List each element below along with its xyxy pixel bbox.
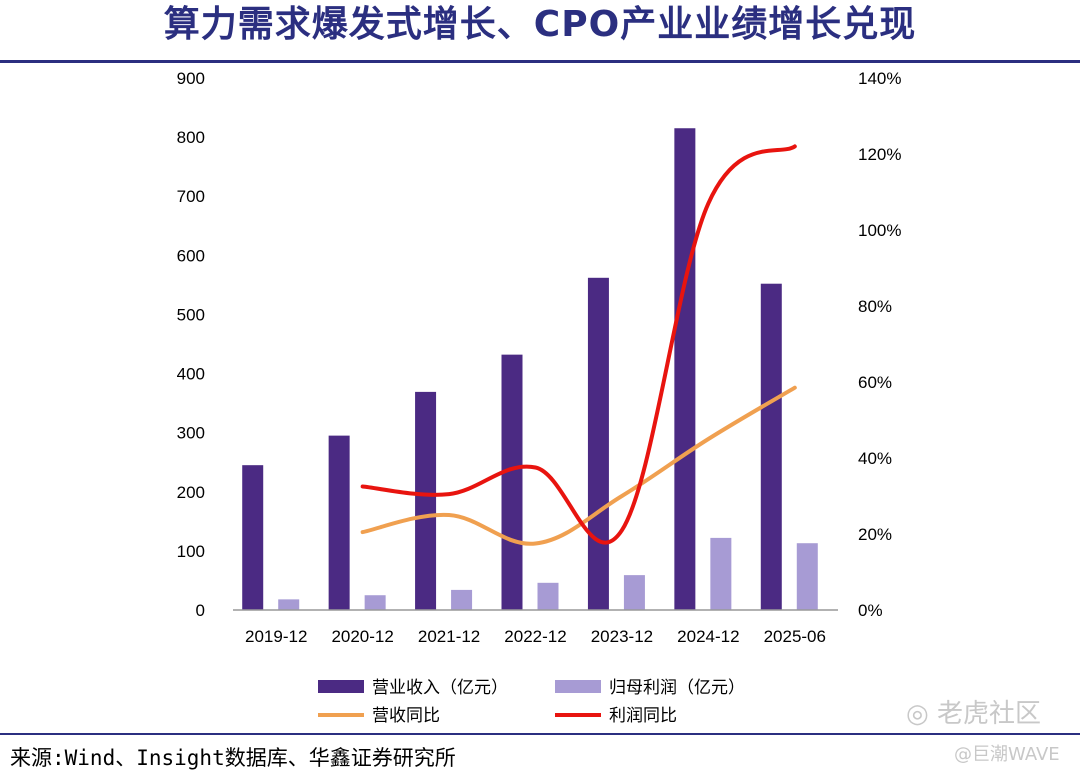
tiger-logo-icon: ◎ — [906, 699, 929, 729]
right-axis: 0% 20% 40% 60% 80% 100% 120% 140% — [858, 69, 901, 620]
left-tick-label: 100 — [177, 542, 205, 561]
profit-bar — [537, 582, 559, 610]
legend-swatch — [555, 680, 601, 693]
x-tick-label: 2019-12 — [245, 627, 307, 646]
line-series — [360, 144, 797, 546]
left-tick-label: 400 — [177, 365, 205, 384]
watermark-logo: ◎ 老虎社区 — [906, 693, 1041, 730]
revenue-bar — [415, 391, 437, 610]
revenue-bar — [328, 435, 350, 610]
right-tick-label: 120% — [858, 145, 901, 164]
watermark-author: @巨潮WAVE — [954, 744, 1060, 765]
profit-bar — [364, 595, 386, 610]
chart-title: 算力需求爆发式增长、CPO产业业绩增长兑现 — [163, 4, 917, 45]
left-tick-label: 800 — [177, 128, 205, 147]
left-tick-label: 0 — [196, 601, 205, 620]
x-axis: 2019-12 2020-12 2021-12 2022-12 2023-12 2024-… — [245, 627, 826, 646]
watermark-text: 老虎社区 — [936, 699, 1041, 729]
x-tick-label: 2021-12 — [418, 627, 480, 646]
revenue-bar — [674, 128, 696, 610]
bar-series — [242, 128, 818, 610]
revenue-bar — [760, 283, 782, 610]
revenue-bar — [242, 465, 264, 610]
left-tick-label: 300 — [177, 424, 205, 443]
legend-label: 归母利润（亿元） — [609, 678, 745, 698]
x-tick-label: 2023-12 — [591, 627, 653, 646]
legend-label: 利润同比 — [609, 706, 677, 726]
left-tick-label: 200 — [177, 483, 205, 502]
right-tick-label: 60% — [858, 373, 892, 392]
left-tick-label: 600 — [177, 246, 205, 265]
right-tick-label: 140% — [858, 69, 901, 88]
right-tick-label: 20% — [858, 525, 892, 544]
legend-label: 营收同比 — [372, 706, 440, 726]
legend: 营业收入（亿元） 归母利润（亿元） 营收同比 利润同比 — [318, 678, 745, 726]
footer-divider — [0, 733, 1080, 735]
profit-bar — [278, 599, 300, 610]
combo-chart: 0 100 200 300 400 500 600 700 800 900 0% 20% 40% 60%… — [177, 69, 902, 726]
profit-yoy-line — [360, 144, 797, 545]
profit-bar — [710, 537, 732, 610]
right-tick-label: 0% — [858, 601, 883, 620]
left-tick-label: 500 — [177, 305, 205, 324]
right-tick-label: 40% — [858, 449, 892, 468]
revenue-bar — [587, 277, 609, 610]
left-tick-label: 700 — [177, 187, 205, 206]
profit-bar — [796, 543, 818, 610]
right-tick-label: 100% — [858, 221, 901, 240]
left-axis: 0 100 200 300 400 500 600 700 800 900 — [177, 69, 205, 620]
source-note: 来源:Wind、Insight数据库、华鑫证券研究所 — [10, 746, 456, 770]
left-tick-label: 900 — [177, 69, 205, 88]
revenue-bar — [501, 354, 523, 610]
profit-bar — [451, 589, 473, 610]
legend-swatch — [318, 680, 364, 693]
profit-bar — [623, 575, 645, 610]
x-tick-label: 2022-12 — [504, 627, 566, 646]
legend-label: 营业收入（亿元） — [372, 678, 508, 698]
x-tick-label: 2025-06 — [764, 627, 826, 646]
x-tick-label: 2020-12 — [331, 627, 393, 646]
x-tick-label: 2024-12 — [677, 627, 739, 646]
right-tick-label: 80% — [858, 297, 892, 316]
title-divider — [0, 60, 1080, 63]
